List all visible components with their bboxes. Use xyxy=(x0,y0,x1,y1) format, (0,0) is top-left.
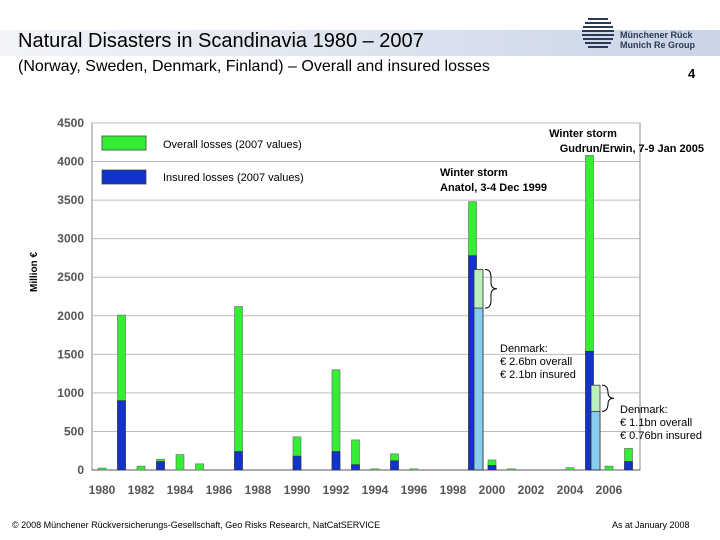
y-tick-label: 4000 xyxy=(57,155,84,169)
y-tick-label: 1500 xyxy=(57,347,84,361)
plot-area xyxy=(91,122,641,471)
y-tick-label: 2000 xyxy=(57,309,84,323)
bar-overall-1987 xyxy=(234,306,243,471)
bar-overall-1984 xyxy=(175,454,185,471)
bar-insured-1995 xyxy=(390,460,399,471)
legend-label-overall: Overall losses (2007 values) xyxy=(163,139,302,151)
x-tick-label: 1982 xyxy=(128,483,155,497)
denmark-label-2005: € 0.76bn insured xyxy=(620,430,702,442)
munich-re-logo: Münchener Rück Munich Re Group xyxy=(580,16,720,56)
bar-insured-1987 xyxy=(234,451,243,471)
logo-line1: Münchener Rück xyxy=(620,30,693,40)
bar-overall-1994 xyxy=(370,468,380,471)
denmark-label-1999: Denmark: xyxy=(500,343,548,355)
x-tick-label: 1980 xyxy=(89,483,116,497)
bar-insured-1990 xyxy=(292,455,302,471)
storm-annotation-2005: Winter storm xyxy=(549,128,617,140)
y-tick-label: 4500 xyxy=(57,116,84,130)
x-tick-label: 2000 xyxy=(479,483,506,497)
denmark-label-2005: Denmark: xyxy=(620,404,668,416)
y-tick-label: 500 xyxy=(64,424,84,438)
x-tick-label: 1986 xyxy=(206,483,233,497)
x-tick-label: 1996 xyxy=(401,483,428,497)
page-number: 4 xyxy=(688,66,696,81)
legend-swatch-overall xyxy=(101,135,147,151)
bar-insured-1992 xyxy=(331,451,341,471)
y-tick-label: 3000 xyxy=(57,232,84,246)
page-title: Natural Disasters in Scandinavia 1980 – … xyxy=(18,30,424,52)
bar-denmark-insured-2005 xyxy=(590,410,601,471)
bar-overall-1996 xyxy=(409,468,419,471)
bar-overall-2006 xyxy=(604,465,614,471)
bar-overall-2004 xyxy=(565,467,575,471)
storm-annotation-2005: Gudrun/Erwin, 7-9 Jan 2005 xyxy=(560,143,704,155)
bar-insured-1983 xyxy=(156,461,165,471)
denmark-label-2005: € 1.1bn overall xyxy=(620,417,692,429)
denmark-label-1999: € 2.1bn insured xyxy=(500,369,576,381)
y-axis-label: Million € xyxy=(29,252,40,292)
x-tick-label: 1992 xyxy=(323,483,350,497)
bar-insured-1981 xyxy=(117,400,126,471)
storm-annotation-1999: Winter storm xyxy=(440,167,508,179)
x-tick-label: 2002 xyxy=(518,483,545,497)
storm-annotation-1999: Anatol, 3-4 Dec 1999 xyxy=(440,182,547,194)
bar-overall-1985 xyxy=(195,463,204,471)
denmark-label-1999: € 2.6bn overall xyxy=(500,356,572,368)
x-tick-label: 1990 xyxy=(284,483,311,497)
y-tick-label: 0 xyxy=(77,463,84,477)
y-tick-label: 1000 xyxy=(57,386,84,400)
page-subtitle: (Norway, Sweden, Denmark, Finland) – Ove… xyxy=(18,58,490,75)
bar-insured-2007 xyxy=(624,461,633,471)
bar-insured-1993 xyxy=(351,464,360,471)
bar-overall-2001 xyxy=(507,468,516,471)
x-tick-label: 1994 xyxy=(362,483,389,497)
legend-swatch-insured xyxy=(101,169,147,185)
logo-icon xyxy=(582,18,614,48)
logo-line2: Munich Re Group xyxy=(620,40,695,50)
y-tick-label: 2500 xyxy=(57,270,84,284)
bar-overall-1980 xyxy=(97,467,107,471)
bar-denmark-insured-1999 xyxy=(473,307,484,471)
x-tick-label: 1998 xyxy=(440,483,467,497)
x-tick-label: 2004 xyxy=(557,483,584,497)
x-tick-label: 1984 xyxy=(167,483,194,497)
footer-copyright: © 2008 Münchener Rückversicherungs-Gesel… xyxy=(12,520,381,530)
y-tick-label: 3500 xyxy=(57,193,84,207)
x-tick-label: 2006 xyxy=(596,483,623,497)
denmark-brace-1999 xyxy=(484,269,498,309)
legend-label-insured: Insured losses (2007 values) xyxy=(163,172,304,184)
bar-overall-1982 xyxy=(136,465,146,471)
denmark-brace-2005 xyxy=(601,384,615,412)
x-tick-label: 1988 xyxy=(245,483,272,497)
bar-insured-2000 xyxy=(487,465,497,471)
footer-date: As at January 2008 xyxy=(612,520,690,530)
